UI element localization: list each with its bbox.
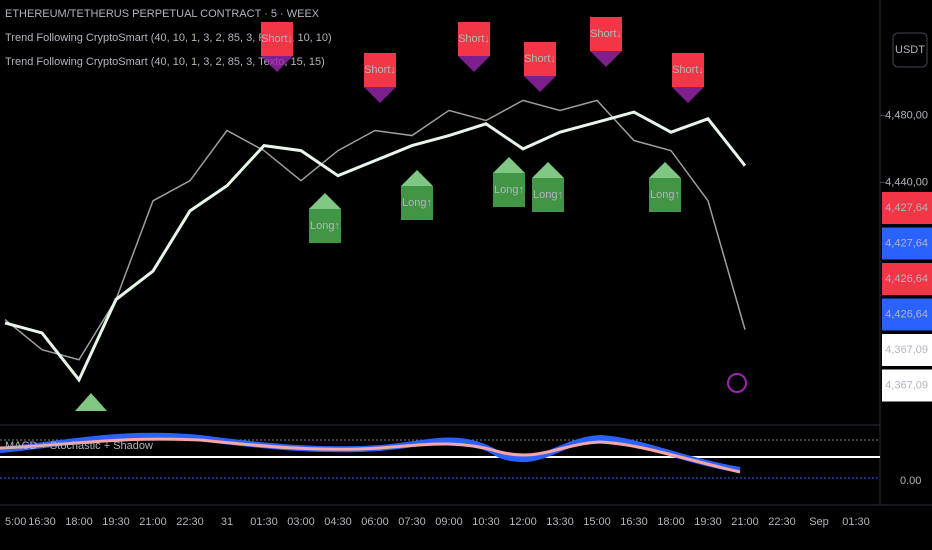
x-tick-label: 22:30 (768, 516, 796, 528)
short-signal-arrow (590, 51, 622, 67)
long-signal-label: Long↑ (494, 184, 524, 196)
price-badge (882, 334, 932, 366)
osc-tick: 0.00 (900, 475, 921, 487)
long-signal (309, 209, 341, 243)
price-badge (882, 263, 932, 295)
long-signal (401, 186, 433, 220)
x-tick-label: 16:30 (620, 516, 648, 528)
x-tick-label: 01:30 (250, 516, 278, 528)
short-signal-arrow (261, 56, 293, 72)
price-badge-label: 4,367,09 (885, 379, 928, 391)
x-tick-label: 21:00 (731, 516, 759, 528)
x-tick-label: 09:00 (435, 516, 463, 528)
currency-label: USDT (895, 44, 925, 56)
price-badge-label: 4,427,64 (885, 237, 928, 249)
short-signal-label: Short↓ (458, 33, 490, 45)
short-signal (672, 53, 704, 87)
price-badge (882, 298, 932, 331)
oscillator-shadow (0, 432, 741, 473)
price-badge-label: 4,426,64 (885, 273, 928, 285)
x-tick-label: 22:30 (176, 516, 204, 528)
x-tick-label: 07:30 (398, 516, 426, 528)
x-tick-label: Sep (809, 516, 829, 528)
y-tick-label: 4,440,00 (885, 176, 928, 188)
long-signal-arrow (649, 162, 681, 178)
x-tick-label: 10:30 (472, 516, 500, 528)
short-signal-label: Short↓ (590, 28, 622, 40)
symbol-title: ETHEREUM/TETHERUS PERPETUAL CONTRACT · 5… (5, 8, 320, 20)
price-line (4, 110, 747, 383)
x-tick-label: 19:30 (694, 516, 722, 528)
long-signal-arrow (401, 170, 433, 186)
price-line (4, 99, 746, 361)
alert-icon[interactable] (727, 373, 747, 393)
short-signal-label: Short↓ (261, 33, 293, 45)
indicator-label: Trend Following CryptoSmart (40, 10, 1, … (5, 56, 325, 68)
x-tick-label: 19:30 (102, 516, 130, 528)
price-badge (882, 369, 932, 402)
long-signal-arrow (75, 393, 107, 411)
currency-button[interactable] (892, 32, 928, 68)
x-tick-label: 18:00 (657, 516, 685, 528)
short-signal-arrow (364, 87, 396, 103)
x-tick-label: 31 (221, 516, 233, 528)
long-signal-arrow (493, 157, 525, 173)
oscillator-line (0, 437, 741, 474)
x-tick-label: 12:00 (509, 516, 537, 528)
long-signal (493, 173, 525, 207)
x-tick-label: 15:00 (583, 516, 611, 528)
short-signal-arrow (672, 87, 704, 103)
short-signal (524, 42, 556, 76)
x-tick-label: 01:30 (842, 516, 870, 528)
short-signal-arrow (458, 56, 490, 72)
short-signal-label: Short↓ (672, 64, 704, 76)
osc-title: MACD + Stochastic + Shadow (5, 440, 153, 452)
price-badge-label: 4,367,09 (885, 344, 928, 356)
short-signal-label: Short↓ (364, 64, 396, 76)
x-tick-label: 06:00 (361, 516, 389, 528)
indicator-label: Trend Following CryptoSmart (40, 10, 1, … (5, 32, 332, 44)
long-signal-label: Long↑ (533, 189, 563, 201)
price-badge (882, 227, 932, 260)
short-signal (364, 53, 396, 87)
x-tick-label: 18:00 (65, 516, 93, 528)
price-badge-label: 4,426,64 (885, 308, 928, 320)
short-signal (261, 22, 293, 56)
price-badge (882, 192, 932, 224)
short-signal-arrow (524, 76, 556, 92)
x-tick-label: 03:00 (287, 516, 315, 528)
x-tick-label: 04:30 (324, 516, 352, 528)
x-tick-label: 5:00 (5, 516, 26, 528)
long-signal-arrow (532, 162, 564, 178)
x-tick-label: 13:30 (546, 516, 574, 528)
long-signal-label: Long↑ (650, 189, 680, 201)
short-signal (590, 17, 622, 51)
x-tick-label: 21:00 (139, 516, 167, 528)
x-tick-label: 16:30 (28, 516, 56, 528)
long-signal-label: Long↑ (310, 220, 340, 232)
long-signal (649, 178, 681, 212)
short-signal (458, 22, 490, 56)
long-signal-label: Long↑ (402, 197, 432, 209)
price-badge-label: 4,427,64 (885, 202, 928, 214)
long-signal (532, 178, 564, 212)
short-signal-label: Short↓ (524, 53, 556, 65)
long-signal-arrow (309, 193, 341, 209)
y-tick-label: 4,480,00 (885, 109, 928, 121)
